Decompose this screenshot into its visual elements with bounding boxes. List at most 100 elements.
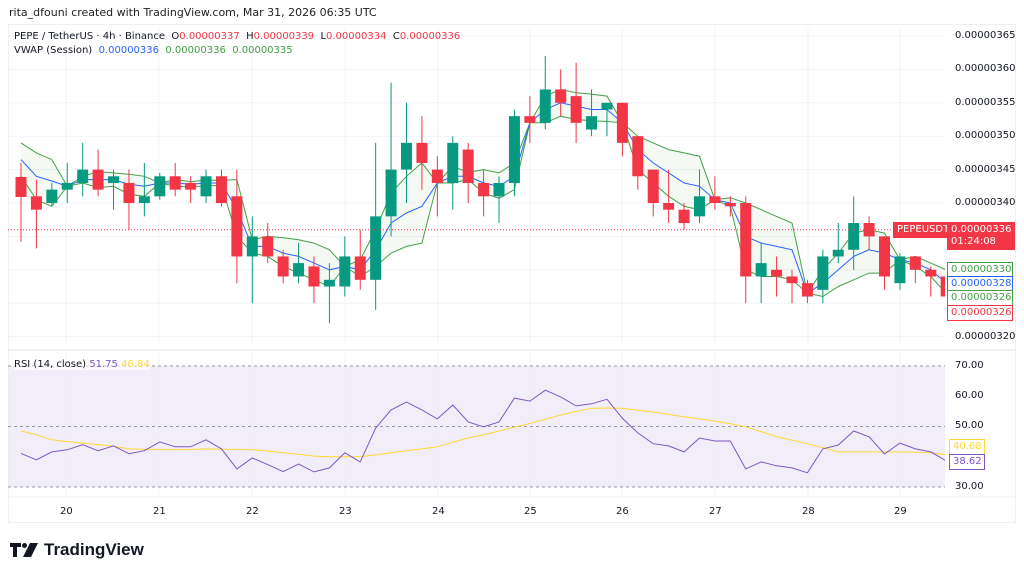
candle <box>709 176 721 210</box>
candle-body <box>817 256 829 290</box>
candle-body <box>524 116 536 123</box>
candle <box>61 162 73 203</box>
candle-body <box>586 116 598 130</box>
candle <box>462 142 474 203</box>
open-label: O <box>171 31 180 42</box>
candle-body <box>447 142 459 183</box>
candle <box>293 243 305 284</box>
candle <box>755 243 767 304</box>
candle <box>354 229 366 290</box>
tradingview-logo[interactable]: TradingView <box>10 540 144 560</box>
rsi-level-lines <box>8 365 945 488</box>
time-tick: 24 <box>432 506 445 517</box>
candle-body <box>15 176 27 197</box>
vwap-lower-tag: 0.00000326 <box>947 290 1013 306</box>
chart-credit: rita_dfouni created with TradingView.com… <box>9 6 377 19</box>
time-tick: 29 <box>894 506 907 517</box>
candle <box>848 196 860 270</box>
candle-body <box>894 256 906 284</box>
candle-body <box>462 149 474 183</box>
candle-body <box>308 266 320 287</box>
candle-body <box>616 102 628 143</box>
price-tick: 0.00000345 <box>955 164 1016 175</box>
candle-body <box>154 176 166 197</box>
candle <box>401 102 412 203</box>
candle <box>493 176 505 224</box>
candle <box>925 266 937 297</box>
close-label: C <box>392 31 400 42</box>
candle <box>246 216 258 304</box>
candle-body <box>323 279 335 287</box>
candle-body <box>570 96 582 123</box>
candle <box>138 162 150 217</box>
candle <box>693 169 705 224</box>
candle-body <box>647 169 659 203</box>
vwap-legend[interactable]: VWAP (Session) 0.00000336 0.00000336 0.0… <box>14 45 293 56</box>
candle-body <box>678 209 690 224</box>
candle-body <box>508 116 520 183</box>
candle-body <box>416 142 428 163</box>
candle-body <box>30 196 42 210</box>
candle-body <box>940 276 945 297</box>
candle <box>215 169 227 207</box>
candle <box>46 182 58 207</box>
candle <box>740 196 752 304</box>
price-tick: 0.00000355 <box>955 97 1016 108</box>
symbol-legend[interactable]: PEPE / TetherUS · 4h · Binance O0.000003… <box>14 31 460 42</box>
candle <box>801 279 813 304</box>
candle-body <box>92 169 104 190</box>
candle-body <box>832 249 844 257</box>
rsi-value: 51.75 <box>89 359 118 370</box>
candle <box>894 253 906 290</box>
chart-frame <box>8 24 1016 523</box>
candle <box>308 256 320 304</box>
candle <box>108 169 120 210</box>
candle-body <box>385 169 397 217</box>
candle-body <box>663 203 675 210</box>
open-value: 0.00000337 <box>179 31 240 42</box>
candle-body <box>108 176 120 183</box>
candle-body <box>740 203 752 277</box>
candle-body <box>601 102 613 110</box>
candle-body <box>138 196 150 203</box>
rsi-tick: 70.00 <box>955 360 984 371</box>
candle <box>586 89 598 137</box>
candle <box>15 162 27 242</box>
last-price: 0.00000336 <box>951 224 1012 235</box>
rsi-ma-tag: 40.68 <box>949 439 985 455</box>
candle <box>601 102 613 137</box>
candle <box>771 256 783 297</box>
candle-body <box>169 176 181 190</box>
candle-body <box>200 176 212 197</box>
candle-body <box>262 236 274 257</box>
vwap-upper-value: 0.00000336 <box>165 45 226 56</box>
time-tick: 22 <box>246 506 259 517</box>
candle <box>879 236 891 290</box>
vwap-label: VWAP (Session) <box>14 45 93 56</box>
candle-body <box>786 276 798 284</box>
rsi-ma-value: 46.84 <box>121 359 150 370</box>
candle <box>154 172 166 200</box>
candle-body <box>755 263 767 277</box>
candle-body <box>771 269 783 277</box>
rsi-legend[interactable]: RSI (14, close) 51.75 46.84 <box>14 359 150 370</box>
candle-body <box>848 223 860 250</box>
price-tick: 0.00000340 <box>955 197 1016 208</box>
candle-body <box>46 189 58 203</box>
symbol-price-tag: PEPEUSDT <box>893 222 954 238</box>
candle <box>77 142 89 197</box>
candle-body <box>77 169 89 183</box>
candle <box>30 179 42 249</box>
candle-body <box>370 216 382 280</box>
candle <box>200 169 212 203</box>
candle <box>616 102 628 157</box>
time-tick: 26 <box>616 506 629 517</box>
candle-body <box>909 256 921 270</box>
rsi-tick: 60.00 <box>955 390 984 401</box>
time-tick: 23 <box>339 506 352 517</box>
candle-body <box>925 269 937 277</box>
rsi-line <box>20 389 945 474</box>
candle <box>231 169 243 284</box>
candle <box>817 249 829 304</box>
